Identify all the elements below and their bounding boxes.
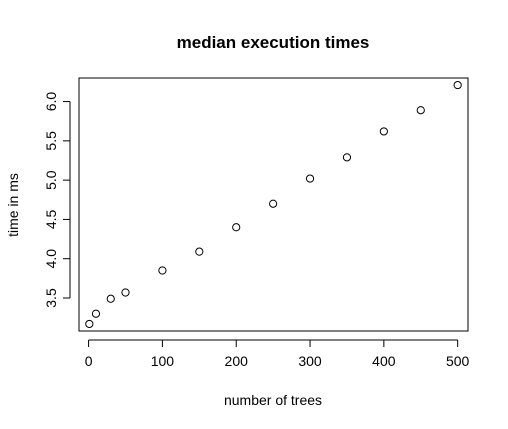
chart-title: median execution times <box>177 33 370 52</box>
x-axis-label: number of trees <box>224 392 322 408</box>
plot-frame <box>78 77 469 332</box>
data-point <box>158 266 167 275</box>
x-tick-label: 400 <box>372 353 396 369</box>
data-point <box>195 247 204 256</box>
y-tick-label: 4.0 <box>43 249 59 269</box>
data-point <box>453 80 462 90</box>
data-point <box>342 153 352 162</box>
x-tick-label: 200 <box>225 353 249 369</box>
data-point <box>416 106 425 115</box>
data-point <box>106 294 115 303</box>
x-axis: 0 100 200 300 400 500 <box>85 339 470 369</box>
data-point <box>232 223 241 232</box>
data-point <box>91 309 101 318</box>
x-tick-label: 100 <box>151 353 175 369</box>
data-point <box>121 288 130 297</box>
x-tick-label: 0 <box>85 353 93 369</box>
data-point <box>305 174 315 183</box>
x-tick-label: 300 <box>298 353 322 369</box>
y-tick-label: 3.5 <box>43 288 59 308</box>
y-axis-label: time in ms <box>5 173 21 237</box>
data-point <box>85 319 94 329</box>
x-tick-label: 500 <box>446 353 470 369</box>
y-tick-label: 5.0 <box>43 170 59 190</box>
data-point <box>269 199 278 208</box>
data-points <box>85 80 462 329</box>
y-tick-label: 6.0 <box>43 92 59 112</box>
y-tick-label: 5.5 <box>43 131 59 151</box>
data-point <box>379 127 388 136</box>
y-tick-label: 4.5 <box>43 209 59 229</box>
y-axis: 3.5 4.0 4.5 5.0 5.5 6.0 <box>43 92 71 308</box>
